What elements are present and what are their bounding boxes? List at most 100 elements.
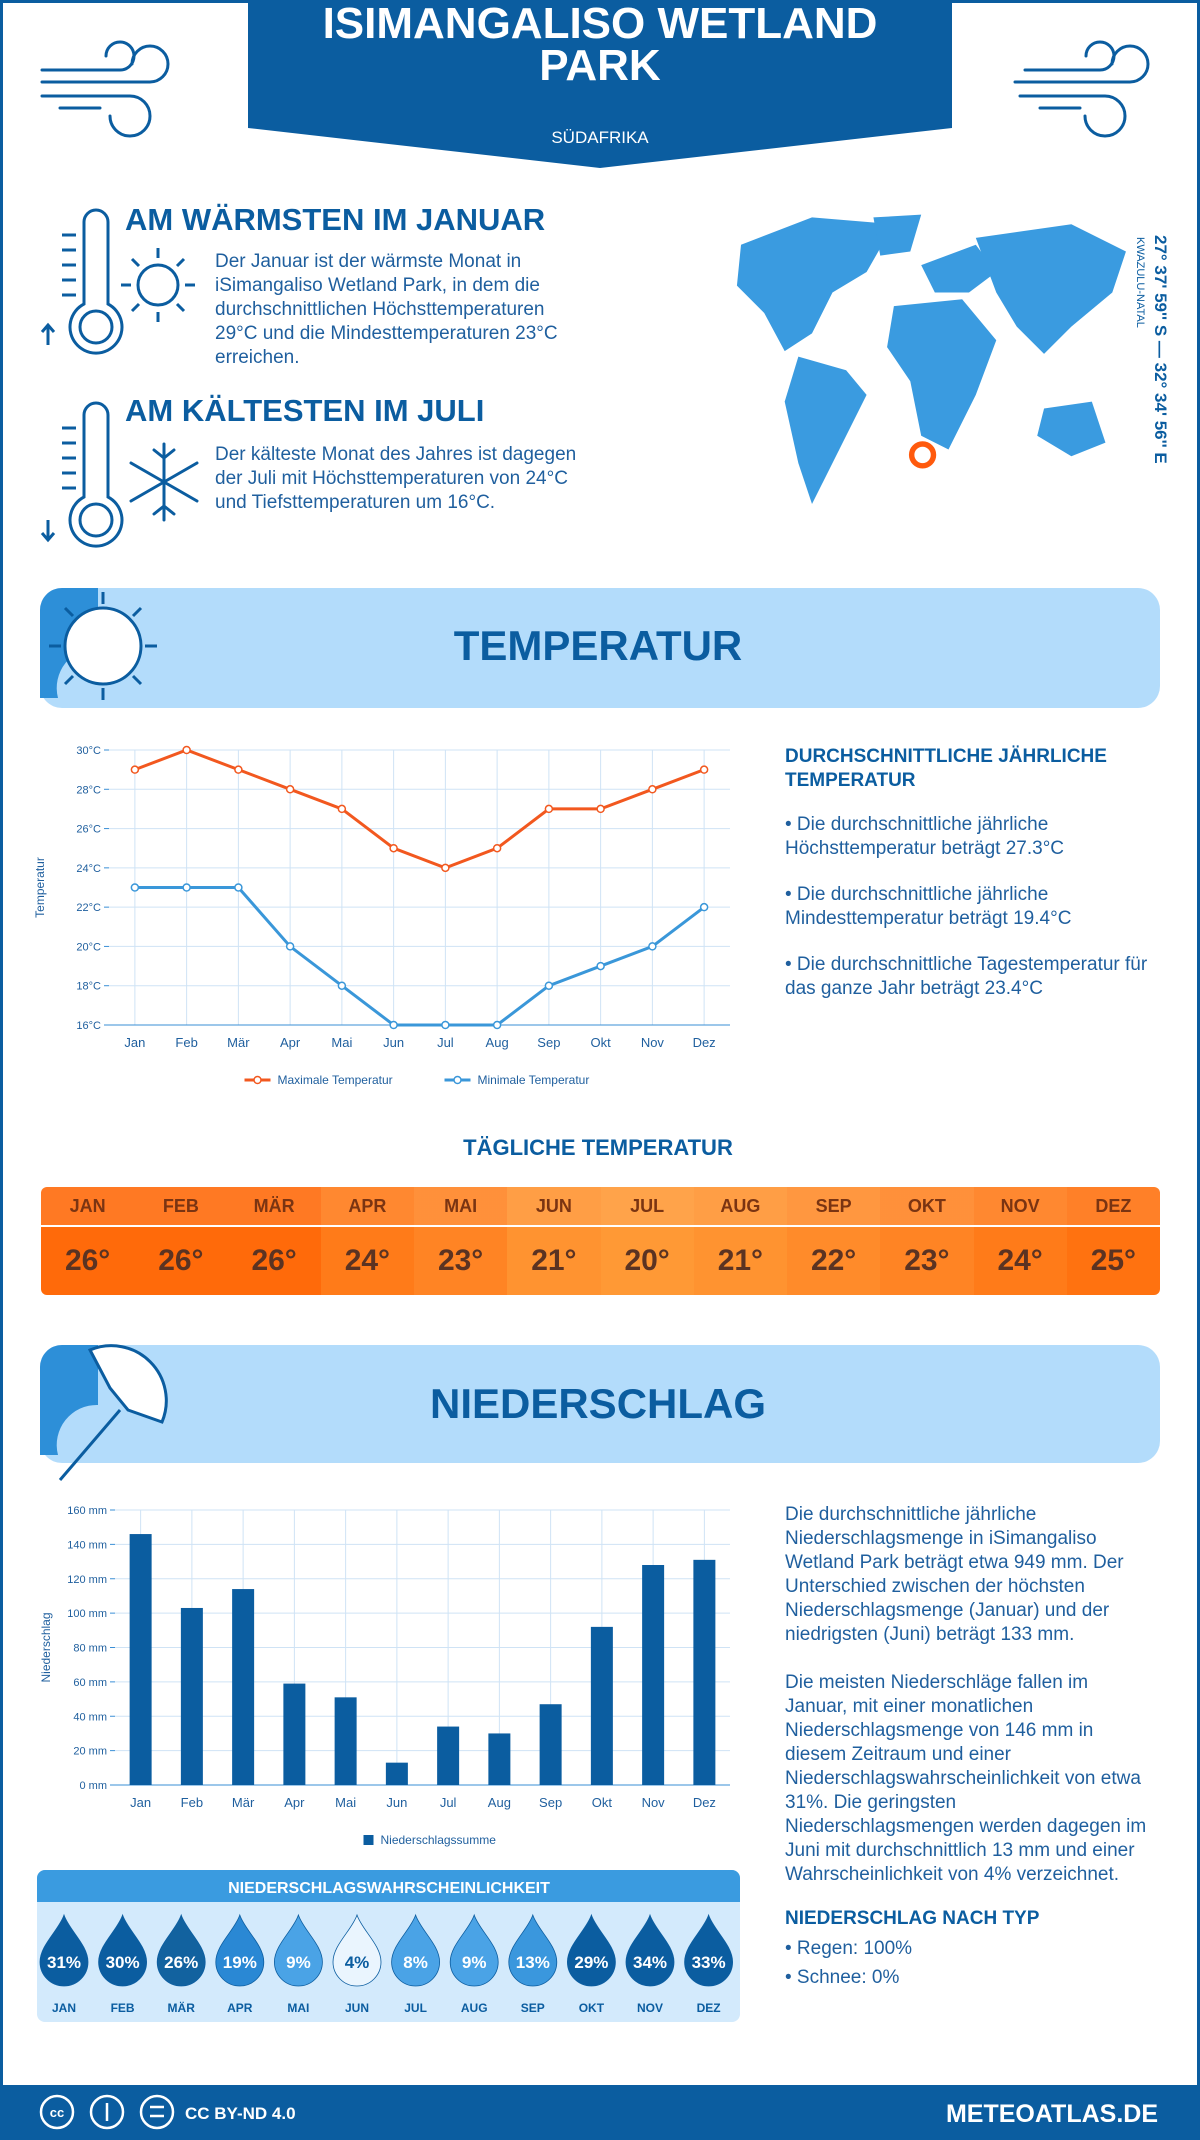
x-tick-label: Okt: [592, 1795, 613, 1810]
x-tick-label: Mär: [232, 1795, 255, 1810]
probability-label: 4%: [345, 1953, 370, 1972]
table-title: TÄGLICHE TEMPERATUR: [463, 1135, 733, 1160]
point: [699, 902, 709, 912]
temp-cell: 24°: [973, 1227, 1067, 1295]
point: [544, 981, 554, 990]
probability-month: JUL: [404, 2001, 427, 2015]
point: [441, 1020, 450, 1030]
temp-cell: 26°: [227, 1227, 321, 1295]
point: [544, 804, 554, 814]
x-tick-label: Dez: [693, 1795, 716, 1810]
y-tick-label: 160 mm: [67, 1505, 107, 1517]
annual-title: DURCHSCHNITTLICHE JÄHRLICHE TEMPERATUR: [785, 746, 1107, 791]
legend-label: Niederschlagssumme: [381, 1833, 497, 1847]
month-cell: JAN: [41, 1187, 135, 1225]
umbrella-icon: [58, 1344, 168, 1481]
x-tick-label: Apr: [280, 1035, 301, 1050]
point: [648, 942, 657, 951]
sun-icon: [49, 592, 157, 700]
x-tick-label: Apr: [284, 1795, 305, 1810]
y-tick-label: 26°C: [76, 824, 101, 836]
y-tick-label: 100 mm: [67, 1608, 107, 1620]
coordinates: 27° 37' 59'' S — 32° 34' 56'' E: [1151, 235, 1170, 464]
probability-header: [37, 1870, 740, 1902]
warmest-title: AM WÄRMSTEN IM JANUAR: [125, 202, 546, 237]
wind-icon: [40, 40, 1150, 138]
month-cell: FEB: [134, 1187, 228, 1225]
point: [130, 883, 140, 892]
point: [182, 745, 191, 755]
point: [182, 883, 191, 892]
section-title: TEMPERATUR: [454, 622, 743, 669]
probability-month: SEP: [521, 2001, 545, 2015]
region: KWAZULU-NATAL: [1134, 237, 1146, 328]
annual-list: • Die durchschnittliche jährliche Höchst…: [785, 813, 1155, 1001]
y-tick-label: 120 mm: [67, 1574, 107, 1586]
drop: [684, 1913, 734, 1987]
month-cell: APR: [320, 1187, 414, 1225]
y-tick-label: 30°C: [76, 745, 101, 757]
legend-marker: [453, 1075, 462, 1085]
probability-title: NIEDERSCHLAGSWAHRSCHEINLICHKEIT: [228, 1880, 550, 1897]
drop: [449, 1913, 499, 1987]
y-tick-label: 24°C: [76, 863, 101, 875]
y-tick-label: 22°C: [76, 902, 101, 914]
probability-label: 9%: [462, 1953, 487, 1972]
annual-item: • Die durchschnittliche Tagestemperatur …: [785, 954, 1148, 999]
y-tick-label: 80 mm: [73, 1643, 107, 1655]
bar: [180, 1607, 203, 1785]
snowflake-icon: [129, 442, 199, 522]
point: [337, 981, 347, 990]
license-icons: [39, 2094, 175, 2130]
temp-cell: 21°: [507, 1227, 601, 1295]
sun-icon: [121, 248, 195, 322]
month-cell: MÄR: [227, 1187, 321, 1225]
drop: [625, 1913, 675, 1987]
y-tick-label: 20°C: [76, 941, 101, 953]
probability-month: FEB: [111, 2001, 135, 2015]
drop: [98, 1913, 148, 1987]
footer-bar: [0, 2085, 1200, 2140]
y-tick-label: 60 mm: [73, 1677, 107, 1689]
precip-text: Die durchschnittliche jährliche Niedersc…: [785, 1503, 1150, 1990]
temperature-chart: 16°C 18°C 20°C 22°C 24°C 26°C 28°C 30°C Temperat…: [33, 745, 730, 1087]
site: METEOATLAS.DE: [946, 2100, 1158, 2128]
month-cell: AUG: [693, 1187, 787, 1225]
probability-label: 8%: [403, 1953, 428, 1972]
probability-label: 13%: [516, 1953, 550, 1972]
bar: [642, 1565, 665, 1785]
point: [337, 804, 347, 814]
point: [234, 883, 243, 892]
bar: [232, 1589, 255, 1785]
type-item: • Regen: 100%: [785, 1938, 913, 1959]
type-list: • Regen: 100% • Schnee: 0%: [785, 1937, 1150, 1990]
x-tick-label: Jun: [383, 1035, 404, 1050]
x-tick-label: Mär: [227, 1035, 250, 1050]
line: [134, 748, 705, 870]
point: [389, 1020, 398, 1030]
x-tick-label: Sep: [539, 1795, 562, 1810]
point: [130, 765, 140, 774]
x-tick-label: Aug: [488, 1795, 511, 1810]
legend-label: Minimale Temperatur: [478, 1073, 590, 1087]
x-tick-label: Jan: [130, 1795, 151, 1810]
thermometer-icon: [40, 208, 124, 548]
point: [285, 785, 295, 794]
license: CC BY-ND 4.0: [185, 2104, 296, 2123]
temp-cell: 21°: [693, 1227, 787, 1295]
x-tick-label: Jul: [440, 1795, 457, 1810]
temp-cell: 24°: [320, 1227, 414, 1295]
annual-item: • Die durchschnittliche jährliche Mindes…: [785, 884, 1072, 929]
point: [492, 843, 502, 853]
coldest-title: AM KÄLTESTEN IM JULI: [125, 393, 485, 428]
temp-cell: 26°: [41, 1227, 135, 1295]
x-tick-label: Feb: [181, 1795, 203, 1810]
drop: [508, 1913, 558, 1987]
x-tick-label: Okt: [591, 1035, 612, 1050]
month-cell: DEZ: [1066, 1187, 1160, 1225]
month-cell: OKT: [880, 1187, 974, 1225]
x-tick-label: Feb: [175, 1035, 197, 1050]
coldest-text: Der kälteste Monat des Jahres ist dagege…: [215, 444, 577, 513]
probability-label: 19%: [223, 1953, 257, 1972]
x-tick-label: Nov: [642, 1795, 666, 1810]
